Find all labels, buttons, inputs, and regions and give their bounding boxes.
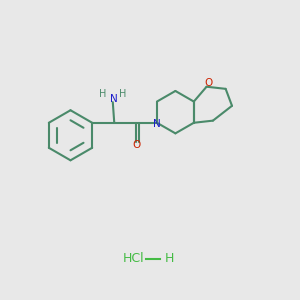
Text: H: H [99,89,106,99]
Text: N: N [153,119,161,129]
Text: H: H [165,252,174,266]
Text: N: N [110,94,118,103]
Text: O: O [205,78,213,88]
Text: HCl: HCl [122,252,144,266]
Text: O: O [132,140,140,150]
Text: H: H [119,89,127,99]
